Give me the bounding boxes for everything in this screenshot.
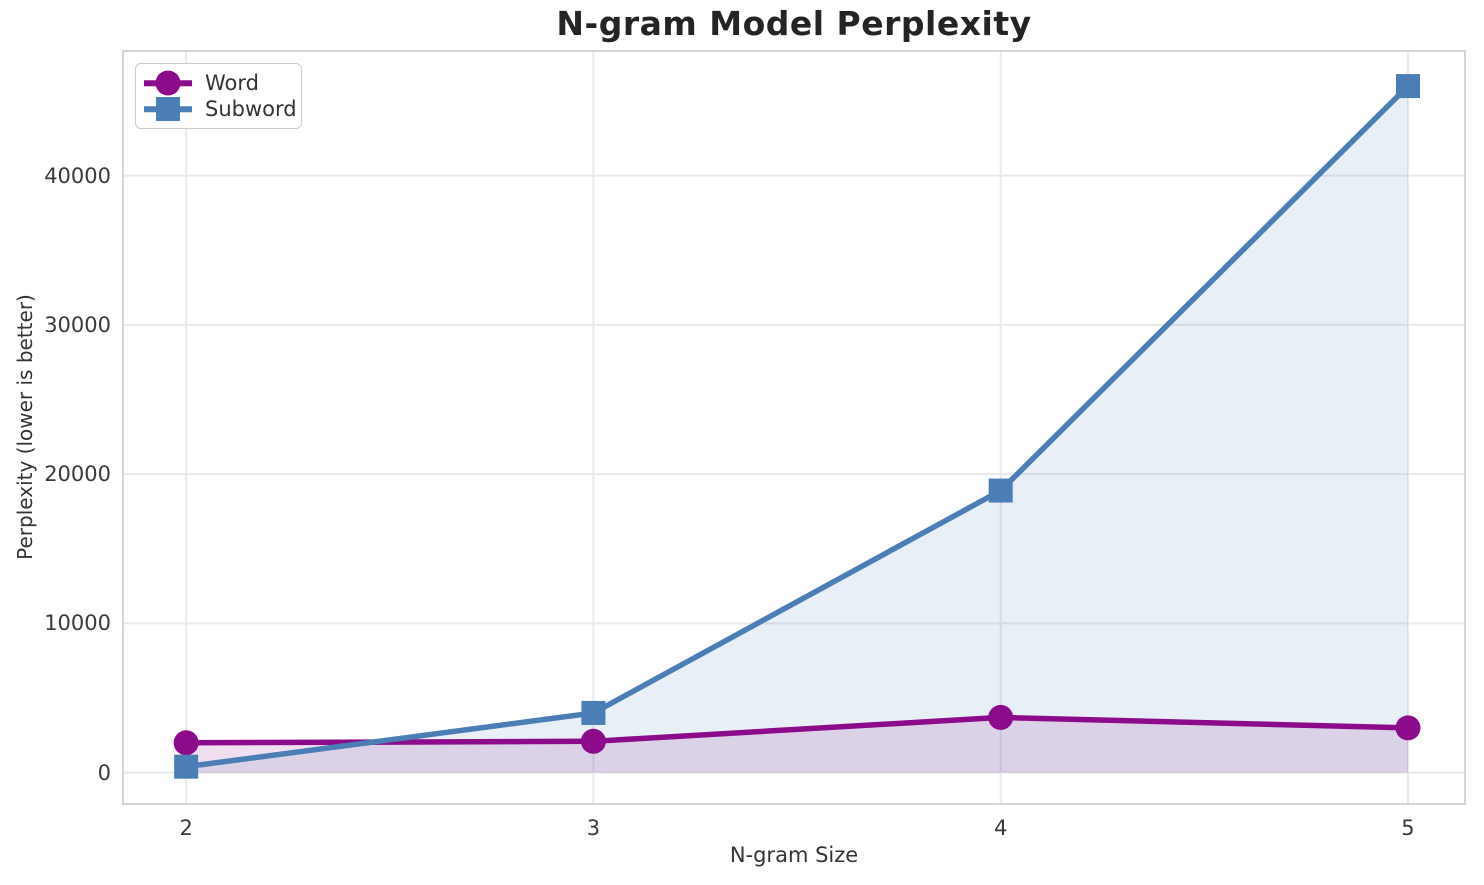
x-tick-label: 2 [179, 816, 193, 840]
axes-spines [122, 50, 1466, 805]
y-tick-label: 10000 [44, 611, 111, 636]
word-marker [580, 728, 606, 754]
legend-item-subword: Subword [144, 96, 297, 122]
subword-marker [1395, 74, 1420, 99]
y-tick-label: 20000 [44, 462, 111, 487]
y-tick-label: 30000 [44, 312, 111, 337]
subword-marker [581, 700, 606, 725]
word-area-fill [186, 717, 1408, 773]
subword-marker [174, 754, 199, 779]
word-line-marker-icon [144, 70, 192, 96]
word-marker [988, 704, 1014, 730]
word-marker [1395, 715, 1421, 741]
x-tick-label: 4 [994, 816, 1008, 840]
x-tick-label: 3 [586, 816, 601, 840]
legend-item-word: Word [144, 70, 291, 96]
y-tick-label: 0 [97, 760, 111, 785]
word-marker [173, 730, 199, 756]
subword-marker [988, 478, 1013, 503]
legend-label-subword: Subword [205, 96, 297, 121]
y-tick-label: 40000 [44, 163, 111, 188]
x-axis-label: N-gram Size [729, 843, 859, 867]
subword-line-marker-icon [144, 96, 192, 122]
y-axis-label: Perplexity (lower is better) [13, 294, 37, 560]
subword-line [185, 84, 1410, 770]
subword-area-fill [186, 86, 1408, 773]
x-tick-label: 5 [1401, 816, 1415, 840]
legend-label-word: Word [205, 70, 259, 95]
chart-title: N-gram Model Perplexity [556, 4, 1032, 43]
legend: Word Subword [135, 63, 302, 129]
